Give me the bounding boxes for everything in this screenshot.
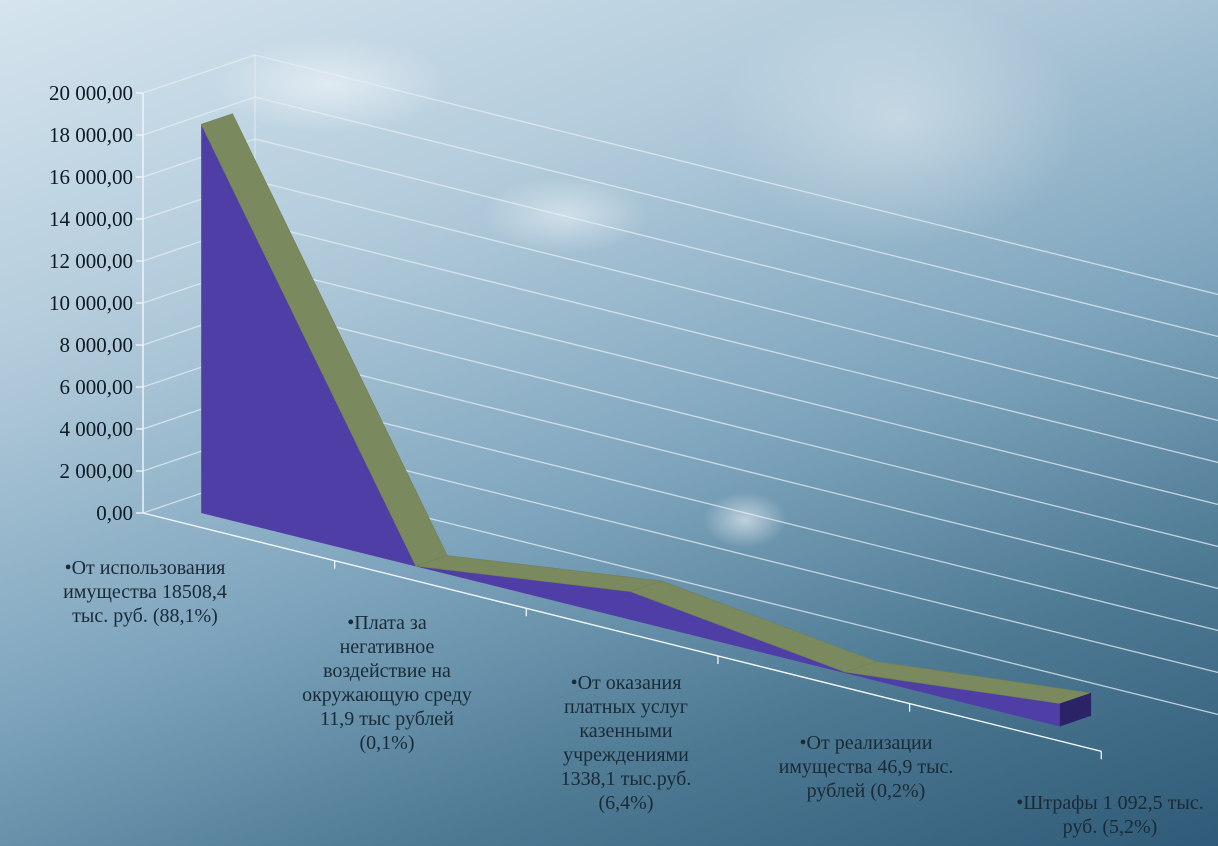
y-tick-label: 4 000,00 [60, 417, 134, 441]
side-gridline [142, 54, 256, 94]
y-tick-label: 10 000,00 [49, 291, 133, 315]
gridline [254, 180, 1218, 422]
gridline [254, 138, 1218, 380]
category-label-paid-services: •От оказания платных услуг казенными учр… [560, 672, 692, 814]
x-axis-line [142, 512, 1102, 752]
side-gridline [142, 96, 256, 136]
y-tick-label: 16 000,00 [49, 165, 133, 189]
y-tick-label: 14 000,00 [49, 207, 133, 231]
gridline [254, 348, 1218, 590]
category-label-property-use: •От использования имущества 18508,4 тыс.… [63, 557, 227, 627]
gridline [254, 432, 1218, 674]
y-tick-label: 18 000,00 [49, 123, 133, 147]
data-series-area [200, 113, 1092, 727]
y-tick-label: 0,00 [96, 501, 133, 525]
y-tick-label: 20 000,00 [49, 81, 133, 105]
y-tick-label: 6 000,00 [60, 375, 134, 399]
gridline [254, 96, 1218, 338]
gridline [254, 54, 1218, 296]
y-tick-label: 8 000,00 [60, 333, 134, 357]
y-tick-label: 2 000,00 [60, 459, 134, 483]
gridline [254, 264, 1218, 506]
series-side-face [1059, 692, 1092, 727]
series-start-cap [201, 113, 233, 125]
category-label-property-sale: •От реализации имущества 46,9 тыс. рубле… [778, 732, 954, 802]
gridlines [142, 54, 1218, 716]
gridline [254, 222, 1218, 464]
y-tick-label: 12 000,00 [49, 249, 133, 273]
gridline [254, 390, 1218, 632]
gridline [254, 306, 1218, 548]
x-axis [142, 512, 1102, 760]
category-label-environment-fee: •Плата за негативное воздействие на окру… [302, 612, 472, 754]
category-label-fines: •Штрафы 1 092,5 тыс. руб. (5,2%) [1016, 792, 1204, 838]
series-front-face [201, 124, 1060, 727]
y-axis-tick-labels: 0,00 2 000,00 4 000,00 6 000,00 8 000,00 10 0… [49, 81, 143, 525]
